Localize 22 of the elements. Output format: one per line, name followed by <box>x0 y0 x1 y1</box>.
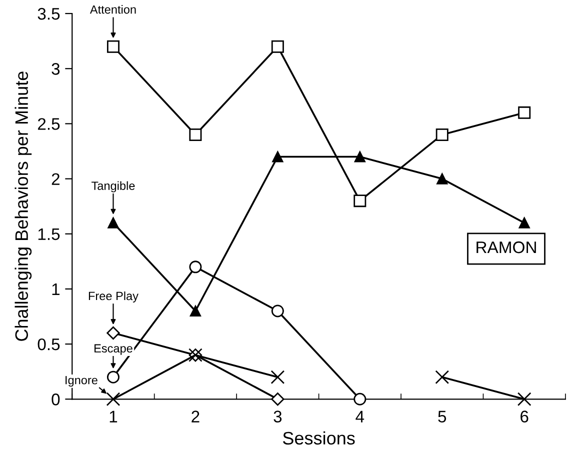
y-tick-label: 3.5 <box>38 8 60 20</box>
x-tick-label: 1 <box>110 410 118 422</box>
x-tick-label: 5 <box>438 410 446 422</box>
y-tick-label: 2 <box>52 173 60 185</box>
y-tick-label: 1.5 <box>38 228 60 240</box>
series-label: Ignore <box>66 376 98 387</box>
y-tick-label: 0.5 <box>38 338 60 350</box>
text: Tangible <box>92 181 135 192</box>
x-tick-label: 4 <box>356 410 364 422</box>
x-tick-label: 6 <box>520 410 528 422</box>
series-label: Escape <box>94 344 132 355</box>
y-tick-label: 3 <box>52 63 60 75</box>
text: Free Play <box>88 291 138 302</box>
y-tick-label: 2.5 <box>38 118 60 130</box>
annotation: RAMON <box>476 241 536 254</box>
text: Attention <box>90 5 136 14</box>
x-tick-label: 3 <box>274 410 282 422</box>
y-tick-label: 1 <box>52 284 60 295</box>
x-tick-label: 2 <box>192 410 200 422</box>
x-axis-title: Sessions <box>282 431 355 445</box>
y-axis-title: Challenging Behaviors per Minute <box>14 72 32 341</box>
y-tick-label: 0 <box>52 394 60 406</box>
